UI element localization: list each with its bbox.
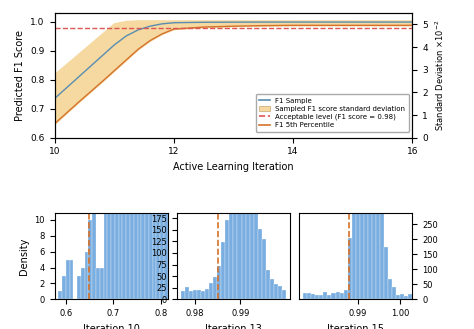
Bar <box>205 289 209 299</box>
Bar <box>376 149 380 299</box>
Bar <box>372 53 376 299</box>
Bar <box>89 220 92 299</box>
Y-axis label: Density: Density <box>19 238 29 275</box>
Bar <box>85 252 89 299</box>
Bar <box>201 291 205 299</box>
Bar <box>404 296 408 299</box>
Bar <box>122 0 126 299</box>
Bar <box>237 89 242 299</box>
Bar <box>213 277 217 299</box>
Bar <box>360 103 364 299</box>
Bar <box>137 0 141 299</box>
Bar <box>344 291 347 299</box>
Bar <box>328 294 331 299</box>
Bar <box>258 229 262 299</box>
Bar <box>408 294 412 299</box>
Bar <box>58 291 62 299</box>
Bar <box>118 0 122 299</box>
X-axis label: Iteration 15: Iteration 15 <box>327 324 384 329</box>
X-axis label: Iteration 13: Iteration 13 <box>205 324 262 329</box>
Bar <box>100 267 104 299</box>
Bar <box>96 267 100 299</box>
Bar <box>400 294 404 299</box>
Bar <box>336 292 339 299</box>
Bar <box>388 279 392 299</box>
Bar <box>189 291 193 299</box>
Y-axis label: Predicted F1 Score: Predicted F1 Score <box>15 30 25 121</box>
Bar <box>81 267 85 299</box>
Bar <box>262 239 266 299</box>
Bar <box>193 290 197 299</box>
Bar <box>278 286 282 299</box>
Bar <box>115 5 118 299</box>
Bar <box>164 164 168 299</box>
Bar <box>225 219 229 299</box>
Bar <box>66 260 70 299</box>
Bar <box>145 0 149 299</box>
X-axis label: Iteration 10: Iteration 10 <box>82 324 139 329</box>
Legend: F1 Sample, Sampled F1 score standard deviation, Acceptable level (F1 score = 0.9: F1 Sample, Sampled F1 score standard dev… <box>256 94 409 132</box>
Bar <box>347 238 352 299</box>
Bar <box>185 287 189 299</box>
Bar <box>156 85 160 299</box>
Bar <box>380 202 384 299</box>
Bar <box>111 69 115 299</box>
Bar <box>270 279 274 299</box>
Bar <box>70 260 73 299</box>
Bar <box>229 210 233 299</box>
Bar <box>246 104 250 299</box>
Bar <box>92 164 96 299</box>
Bar <box>62 275 66 299</box>
Bar <box>221 242 225 299</box>
Bar <box>303 293 307 299</box>
Y-axis label: Standard Deviation $\mathregular{\times10^{-2}}$: Standard Deviation $\mathregular{\times1… <box>433 20 446 131</box>
Bar <box>311 294 315 299</box>
Bar <box>233 164 237 299</box>
Bar <box>384 247 388 299</box>
Bar <box>274 284 278 299</box>
Bar <box>396 294 400 299</box>
Bar <box>107 92 111 299</box>
X-axis label: Active Learning Iteration: Active Learning Iteration <box>173 162 294 172</box>
Bar <box>364 53 368 299</box>
Bar <box>254 188 258 299</box>
Bar <box>315 295 319 299</box>
Bar <box>160 196 164 299</box>
Bar <box>319 295 323 299</box>
Bar <box>181 291 185 299</box>
Bar <box>339 293 344 299</box>
Bar <box>77 275 81 299</box>
Bar <box>250 154 254 299</box>
Bar <box>242 85 246 299</box>
Bar <box>266 270 270 299</box>
Bar <box>323 292 328 299</box>
Bar <box>104 156 107 299</box>
Bar <box>307 293 311 299</box>
Bar <box>141 0 145 299</box>
Bar <box>392 287 396 299</box>
Bar <box>217 266 221 299</box>
Bar <box>209 283 213 299</box>
Bar <box>126 0 130 299</box>
Bar <box>197 290 201 299</box>
Bar <box>282 290 286 299</box>
Bar <box>153 0 156 299</box>
Bar <box>149 0 153 299</box>
Bar <box>356 171 360 299</box>
Bar <box>331 293 336 299</box>
Bar <box>368 26 372 299</box>
Bar <box>352 189 356 299</box>
Bar <box>134 0 137 299</box>
Bar <box>130 0 134 299</box>
